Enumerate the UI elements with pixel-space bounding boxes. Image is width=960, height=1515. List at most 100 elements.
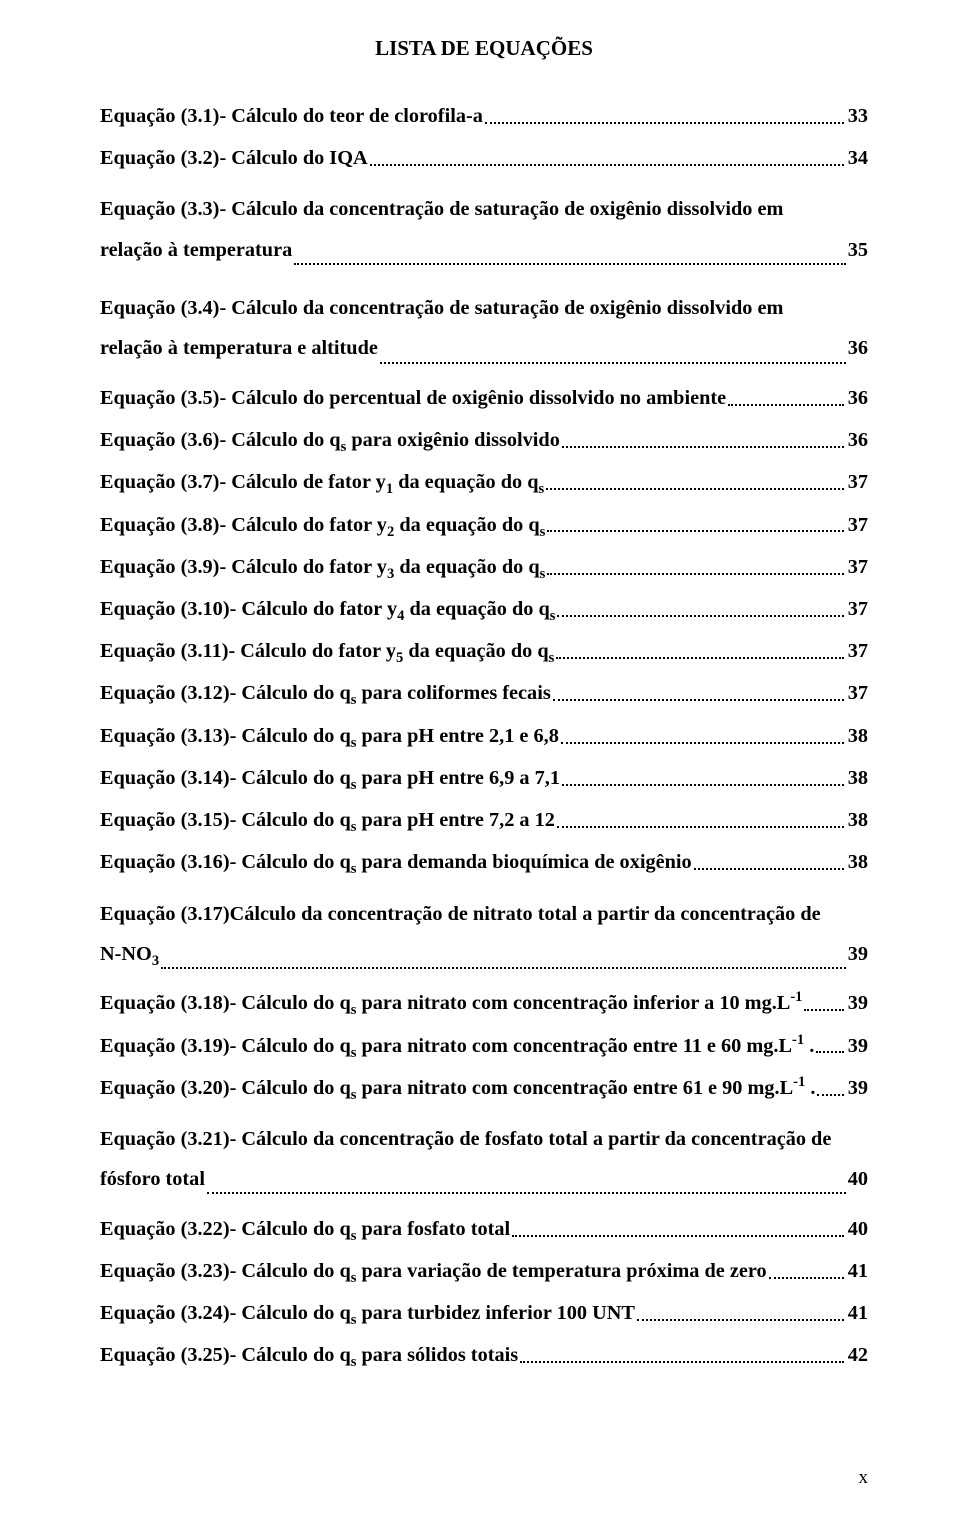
toc-entry-page: 38	[846, 767, 868, 791]
toc-entry-page: 41	[846, 1302, 868, 1326]
toc-entry-page: 35	[848, 230, 868, 270]
toc-leader-dots	[512, 1218, 844, 1236]
toc-entry-lastline: fósforo total 40	[100, 1159, 868, 1199]
toc-leader-dots	[769, 1261, 844, 1279]
toc-leader-dots	[294, 247, 845, 265]
toc-leader-dots	[547, 514, 843, 532]
toc-entry-label: Equação (3.24)- Cálculo do qs para turbi…	[100, 1302, 635, 1326]
toc-leader-dots	[694, 852, 844, 870]
toc-leader-dots	[553, 683, 844, 701]
toc-leader-dots	[207, 1176, 846, 1194]
toc-entry-page: 33	[846, 105, 868, 129]
toc-entry-label: Equação (3.22)- Cálculo do qs para fosfa…	[100, 1218, 510, 1242]
toc-leader-dots	[637, 1303, 844, 1321]
toc-entry-page: 36	[848, 328, 868, 368]
toc-entry-page: 39	[846, 992, 868, 1016]
toc-entry-label: fósforo total	[100, 1159, 205, 1199]
toc-leader-dots	[562, 430, 844, 448]
toc-leader-dots	[561, 725, 844, 743]
toc-entry-page: 40	[846, 1218, 868, 1242]
toc-entry-page: 39	[846, 1077, 868, 1101]
toc-leader-dots	[557, 810, 844, 828]
toc-entry-label: Equação (3.16)- Cálculo do qs para deman…	[100, 851, 692, 875]
document-page: LISTA DE EQUAÇÕES Equação (3.1)- Cálculo…	[0, 0, 960, 1515]
toc-entry: Equação (3.2)- Cálculo do IQA 34	[100, 147, 868, 171]
toc-entry-label: N-NO3	[100, 934, 159, 974]
toc-entry: Equação (3.5)- Cálculo do percentual de …	[100, 387, 868, 411]
toc-entry: Equação (3.14)- Cálculo do qs para pH en…	[100, 767, 868, 791]
toc-entry: Equação (3.16)- Cálculo do qs para deman…	[100, 851, 868, 875]
toc-entry-page: 39	[846, 1035, 868, 1059]
toc-list: Equação (3.1)- Cálculo do teor de clorof…	[100, 105, 868, 1368]
toc-entry: Equação (3.7)- Cálculo de fator y1 da eq…	[100, 471, 868, 495]
toc-entry-label-top: Equação (3.21)- Cálculo da concentração …	[100, 1119, 868, 1159]
toc-leader-dots	[161, 951, 846, 969]
toc-entry: Equação (3.11)- Cálculo do fator y5 da e…	[100, 640, 868, 664]
page-title: LISTA DE EQUAÇÕES	[100, 36, 868, 61]
toc-entry-page: 36	[846, 429, 868, 453]
toc-entry-label-top: Equação (3.17)Cálculo da concentração de…	[100, 894, 868, 934]
toc-entry-page: 36	[846, 387, 868, 411]
toc-entry: Equação (3.24)- Cálculo do qs para turbi…	[100, 1302, 868, 1326]
toc-entry-page: 40	[848, 1159, 868, 1199]
toc-entry-label: Equação (3.10)- Cálculo do fator y4 da e…	[100, 598, 555, 622]
toc-entry-label: Equação (3.12)- Cálculo do qs para colif…	[100, 682, 551, 706]
toc-entry: Equação (3.12)- Cálculo do qs para colif…	[100, 682, 868, 706]
toc-entry: Equação (3.13)- Cálculo do qs para pH en…	[100, 725, 868, 749]
toc-entry-lastline: relação à temperatura e altitude 36	[100, 328, 868, 368]
toc-entry-page: 37	[846, 598, 868, 622]
toc-entry-page: 39	[848, 934, 868, 974]
toc-entry: Equação (3.4)- Cálculo da concentração d…	[100, 288, 868, 368]
toc-leader-dots	[728, 388, 844, 406]
toc-entry-label: Equação (3.2)- Cálculo do IQA	[100, 147, 368, 171]
toc-entry-label: Equação (3.14)- Cálculo do qs para pH en…	[100, 767, 560, 791]
toc-entry-label: Equação (3.25)- Cálculo do qs para sólid…	[100, 1344, 518, 1368]
toc-entry-label: relação à temperatura	[100, 230, 292, 270]
toc-entry-page: 41	[846, 1260, 868, 1284]
toc-entry: Equação (3.21)- Cálculo da concentração …	[100, 1119, 868, 1199]
toc-entry-label: Equação (3.13)- Cálculo do qs para pH en…	[100, 725, 559, 749]
toc-entry: Equação (3.19)- Cálculo do qs para nitra…	[100, 1035, 868, 1059]
toc-leader-dots	[370, 148, 844, 166]
toc-leader-dots	[380, 345, 846, 363]
toc-entry: Equação (3.6)- Cálculo do qs para oxigên…	[100, 429, 868, 453]
toc-entry-label: Equação (3.11)- Cálculo do fator y5 da e…	[100, 640, 554, 664]
toc-leader-dots	[804, 993, 843, 1011]
toc-entry-label: Equação (3.6)- Cálculo do qs para oxigên…	[100, 429, 560, 453]
toc-entry-lastline: N-NO3 39	[100, 934, 868, 974]
toc-entry-label: Equação (3.1)- Cálculo do teor de clorof…	[100, 105, 483, 129]
toc-entry: Equação (3.15)- Cálculo do qs para pH en…	[100, 809, 868, 833]
toc-entry-label: Equação (3.19)- Cálculo do qs para nitra…	[100, 1035, 814, 1059]
toc-entry: Equação (3.1)- Cálculo do teor de clorof…	[100, 105, 868, 129]
toc-entry-label: Equação (3.18)- Cálculo do qs para nitra…	[100, 992, 802, 1016]
toc-entry: Equação (3.22)- Cálculo do qs para fosfa…	[100, 1218, 868, 1242]
toc-entry: Equação (3.20)- Cálculo do qs para nitra…	[100, 1077, 868, 1101]
toc-entry: Equação (3.10)- Cálculo do fator y4 da e…	[100, 598, 868, 622]
toc-entry-page: 34	[846, 147, 868, 171]
toc-leader-dots	[546, 472, 844, 490]
toc-leader-dots	[557, 599, 843, 617]
toc-entry-label-top: Equação (3.3)- Cálculo da concentração d…	[100, 189, 868, 229]
toc-entry-page: 38	[846, 725, 868, 749]
toc-entry-page: 38	[846, 809, 868, 833]
toc-leader-dots	[520, 1345, 844, 1363]
toc-entry-page: 38	[846, 851, 868, 875]
toc-entry: Equação (3.25)- Cálculo do qs para sólid…	[100, 1344, 868, 1368]
toc-entry-label: Equação (3.8)- Cálculo do fator y2 da eq…	[100, 514, 545, 538]
toc-entry-label: Equação (3.23)- Cálculo do qs para varia…	[100, 1260, 767, 1284]
toc-leader-dots	[547, 556, 843, 574]
toc-entry: Equação (3.3)- Cálculo da concentração d…	[100, 189, 868, 269]
toc-entry: Equação (3.17)Cálculo da concentração de…	[100, 894, 868, 974]
toc-entry-page: 37	[846, 640, 868, 664]
toc-leader-dots	[816, 1035, 843, 1053]
toc-entry-page: 42	[846, 1344, 868, 1368]
toc-entry-page: 37	[846, 514, 868, 538]
toc-entry: Equação (3.23)- Cálculo do qs para varia…	[100, 1260, 868, 1284]
toc-leader-dots	[817, 1077, 843, 1095]
toc-entry-label: Equação (3.9)- Cálculo do fator y3 da eq…	[100, 556, 545, 580]
toc-entry-page: 37	[846, 682, 868, 706]
toc-entry-label: Equação (3.7)- Cálculo de fator y1 da eq…	[100, 471, 544, 495]
toc-entry: Equação (3.18)- Cálculo do qs para nitra…	[100, 992, 868, 1016]
toc-leader-dots	[485, 106, 844, 124]
toc-entry-label: Equação (3.20)- Cálculo do qs para nitra…	[100, 1077, 815, 1101]
